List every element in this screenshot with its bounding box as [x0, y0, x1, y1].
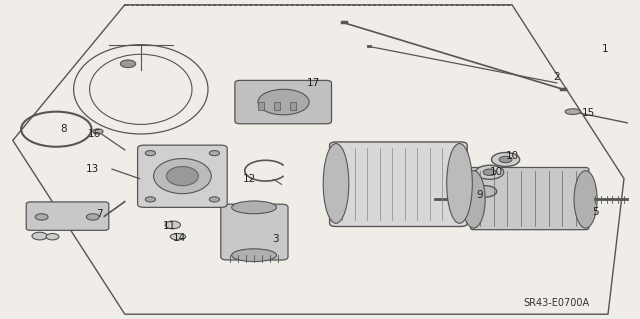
FancyBboxPatch shape — [221, 204, 288, 260]
Text: 10: 10 — [506, 151, 518, 161]
Ellipse shape — [209, 151, 220, 156]
Text: 11: 11 — [163, 221, 176, 232]
Ellipse shape — [145, 151, 156, 156]
Text: 3: 3 — [272, 234, 278, 244]
Ellipse shape — [46, 234, 59, 240]
FancyBboxPatch shape — [330, 142, 467, 226]
Text: 10: 10 — [490, 167, 502, 177]
Ellipse shape — [476, 165, 504, 179]
Bar — [274, 102, 280, 110]
Ellipse shape — [232, 249, 276, 262]
Ellipse shape — [86, 214, 99, 220]
Ellipse shape — [492, 152, 520, 167]
Ellipse shape — [323, 144, 349, 223]
Text: 17: 17 — [307, 78, 320, 88]
Ellipse shape — [165, 221, 180, 229]
FancyBboxPatch shape — [235, 80, 332, 124]
Ellipse shape — [93, 129, 103, 134]
FancyBboxPatch shape — [470, 167, 589, 230]
Text: 15: 15 — [582, 108, 595, 118]
Bar — [290, 102, 296, 110]
Text: 5: 5 — [592, 207, 598, 217]
Ellipse shape — [574, 171, 597, 228]
Text: 16: 16 — [88, 129, 101, 139]
Ellipse shape — [35, 214, 48, 220]
Ellipse shape — [209, 197, 220, 202]
Ellipse shape — [170, 234, 186, 240]
Ellipse shape — [483, 169, 496, 175]
Ellipse shape — [120, 60, 136, 68]
Ellipse shape — [145, 197, 156, 202]
Ellipse shape — [447, 144, 472, 223]
FancyBboxPatch shape — [26, 202, 109, 230]
Text: 14: 14 — [173, 233, 186, 243]
Text: 9: 9 — [477, 189, 483, 200]
Ellipse shape — [32, 232, 47, 240]
Ellipse shape — [154, 159, 211, 194]
Ellipse shape — [474, 186, 497, 197]
Text: 2: 2 — [554, 71, 560, 82]
Ellipse shape — [166, 167, 198, 186]
Text: 8: 8 — [61, 124, 67, 134]
Ellipse shape — [258, 89, 309, 115]
FancyBboxPatch shape — [138, 145, 227, 207]
Ellipse shape — [232, 201, 276, 214]
Ellipse shape — [499, 156, 512, 163]
Text: SR43-E0700A: SR43-E0700A — [524, 298, 590, 308]
Ellipse shape — [565, 109, 580, 115]
Text: 13: 13 — [86, 164, 99, 174]
Ellipse shape — [462, 171, 485, 228]
Text: 1: 1 — [602, 44, 608, 55]
Text: 7: 7 — [96, 209, 102, 219]
Bar — [258, 102, 264, 110]
Text: 12: 12 — [243, 174, 256, 184]
